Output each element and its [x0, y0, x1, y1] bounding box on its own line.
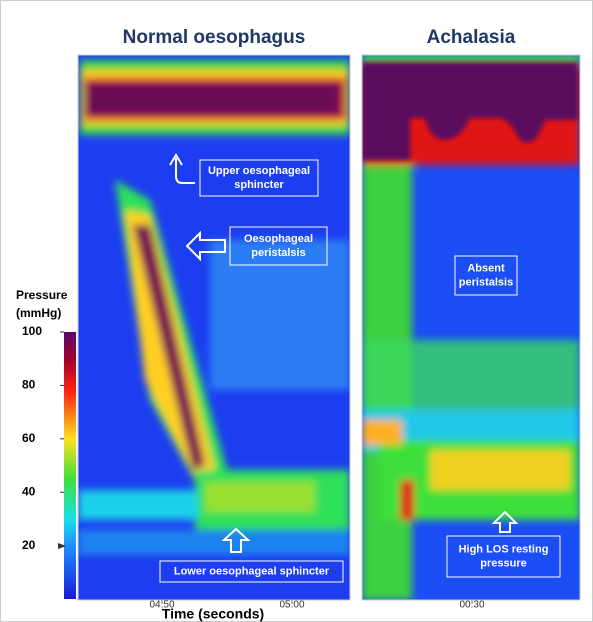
- annotation-text: sphincter: [234, 179, 284, 191]
- heatmap-right: [362, 55, 580, 600]
- annotation-text: pressure: [480, 557, 526, 569]
- figure: Normal oesophagus04:5005:00Achalasia00:3…: [0, 0, 593, 622]
- colorbar-tick-label: 100: [22, 324, 42, 338]
- annotation-text: peristalsis: [251, 247, 305, 259]
- colorbar-title: Pressure: [16, 288, 68, 302]
- colorbar-tick-label: 80: [22, 378, 36, 392]
- colorbar: [64, 332, 76, 599]
- x-axis-label: Time (seconds): [162, 606, 264, 622]
- heatmap-left: [78, 55, 350, 600]
- colorbar-tick-label: 60: [22, 431, 36, 445]
- annotation-text: High LOS resting: [459, 543, 549, 555]
- colorbar-tick-label: 40: [22, 484, 36, 498]
- annotation-text: Oesophageal: [244, 233, 313, 245]
- panel-title: Achalasia: [427, 27, 516, 48]
- annotation-text: Lower oesophageal sphincter: [174, 565, 330, 577]
- annotation-text: peristalsis: [459, 276, 513, 288]
- x-tick-label: 00:30: [459, 600, 484, 611]
- colorbar-title: (mmHg): [16, 306, 61, 320]
- annotation-text: Absent: [467, 262, 505, 274]
- x-tick-label: 05:00: [279, 600, 304, 611]
- panel-title: Normal oesophagus: [123, 27, 306, 48]
- colorbar-tick-label: 20: [22, 538, 36, 552]
- annotation-text: Upper oesophageal: [208, 165, 310, 177]
